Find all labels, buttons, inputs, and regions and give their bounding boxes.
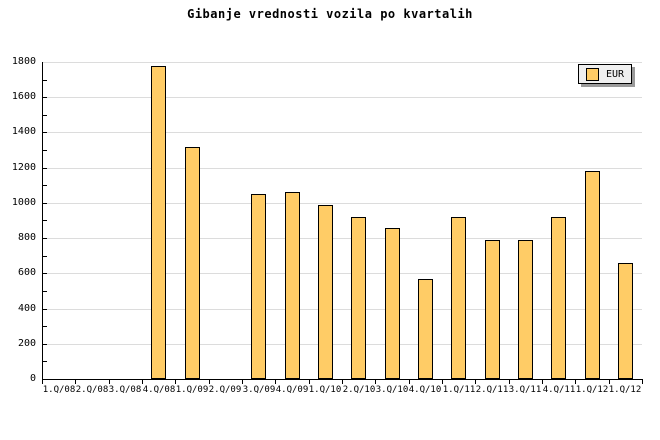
y-minor-tick [43,115,47,116]
x-axis-label: 3.Q/09 [242,385,276,395]
x-axis-label: 1.Q/08 [42,385,76,395]
x-tick [209,380,210,384]
bar-3.Q/11 [518,240,533,379]
x-axis-label: 4.Q/10 [408,385,442,395]
x-axis-label: 1.Q/11 [442,385,476,395]
x-axis-label: 1.Q/12 [575,385,609,395]
x-axis-label: 1.Q/10 [308,385,342,395]
x-tick [109,380,110,384]
x-tick [575,380,576,384]
legend: EUR [578,64,632,84]
bar-4.Q/09 [285,192,300,379]
y-minor-tick [43,185,47,186]
bar-1.Q/12 [585,171,600,379]
y-axis-line [42,62,43,380]
x-axis-label: 2.Q/11 [475,385,509,395]
x-tick [475,380,476,384]
y-minor-tick [43,291,47,292]
y-minor-tick [43,361,47,362]
y-major-tick [43,309,47,310]
x-axis-line [42,379,643,380]
x-axis-label: 4.Q/11 [542,385,576,395]
bar-3.Q/10 [385,228,400,379]
x-axis-label: 4.Q/09 [275,385,309,395]
x-tick [242,380,243,384]
y-axis-label: 0 [29,373,36,384]
x-tick [175,380,176,384]
y-major-tick [43,273,47,274]
y-axis-label: 1200 [11,162,36,173]
y-axis-label: 1800 [11,56,36,67]
x-tick [642,380,643,384]
bar-3.Q/09 [251,194,266,379]
y-minor-tick [43,80,47,81]
gridline [43,132,642,133]
bar-1.Q/09 [185,147,200,379]
y-major-tick [43,238,47,239]
bar-4.Q/08 [151,66,166,379]
y-axis-label: 600 [17,267,36,278]
bar-1.Q/10 [318,205,333,379]
x-axis-label: 3.Q/10 [375,385,409,395]
bar-2.Q/10 [351,217,366,379]
y-axis-label: 1600 [11,91,36,102]
x-axis-label: 4.Q/08 [142,385,176,395]
y-axis-label: 200 [17,338,36,349]
bar-2.Q/11 [485,240,500,379]
y-major-tick [43,132,47,133]
x-tick [42,380,43,384]
y-minor-tick [43,326,47,327]
y-axis-label: 800 [17,232,36,243]
gridline [43,309,642,310]
x-tick [142,380,143,384]
y-major-tick [43,97,47,98]
x-axis-label: 3.Q/08 [108,385,142,395]
bar-1.Q/12 [618,263,633,379]
x-tick [409,380,410,384]
y-axis-label: 400 [17,303,36,314]
bar-4.Q/11 [551,217,566,379]
legend-swatch-icon [586,67,599,81]
x-axis-label: 2.Q/10 [342,385,376,395]
y-axis-label: 1000 [11,197,36,208]
bar-4.Q/10 [418,279,433,379]
x-tick [509,380,510,384]
y-major-tick [43,168,47,169]
x-axis-label: 2.Q/09 [208,385,242,395]
y-major-tick [43,203,47,204]
gridline [43,62,642,63]
x-tick [609,380,610,384]
x-tick [75,380,76,384]
x-tick [275,380,276,384]
y-axis-label: 1400 [11,126,36,137]
x-tick [542,380,543,384]
legend-label: EUR [606,68,625,80]
gridline [43,273,642,274]
chart-title: Gibanje vrednosti vozila po kvartalih [187,7,473,21]
x-axis-label: 1.Q/12 [608,385,642,395]
x-axis-label: 3.Q/11 [508,385,542,395]
y-minor-tick [43,256,47,257]
x-axis-label: 1.Q/09 [175,385,209,395]
y-major-tick [43,344,47,345]
gridline [43,344,642,345]
x-tick [442,380,443,384]
x-tick [309,380,310,384]
x-tick [342,380,343,384]
x-axis-label: 2.Q/08 [75,385,109,395]
x-tick [375,380,376,384]
gridline [43,168,642,169]
y-minor-tick [43,220,47,221]
y-minor-tick [43,150,47,151]
gridline [43,238,642,239]
bar-1.Q/11 [451,217,466,379]
gridline [43,203,642,204]
gridline [43,97,642,98]
